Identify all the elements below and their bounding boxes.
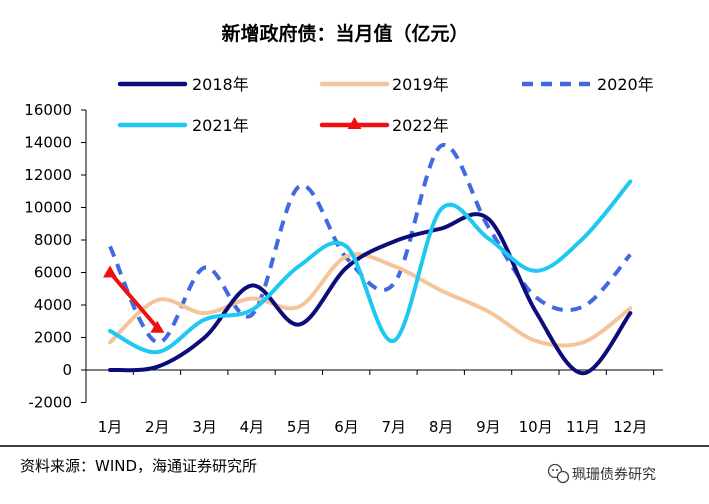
series-line-2018 [108, 212, 633, 376]
legend-label-2018: 2018年 [192, 75, 249, 94]
y-tick-label: 6000 [34, 264, 72, 282]
legend-label-2020: 2020年 [597, 75, 654, 94]
series-line-2021 [108, 179, 633, 355]
x-axis: 1月 2月 3月 4月 5月 6月 7月 8月 9月 10月 11月 12月 [85, 369, 663, 436]
y-tick-label: 8000 [34, 231, 72, 249]
legend: 2018年 2019年 2020年 2021年 2022年 [117, 75, 654, 135]
legend-label-2021: 2021年 [192, 116, 249, 135]
x-tick-label: 12月 [613, 418, 647, 436]
series-marker-2022 [103, 265, 117, 278]
x-tick-label: 1月 [98, 418, 123, 436]
x-tick-label: 3月 [192, 418, 217, 436]
x-tick-label: 6月 [334, 418, 359, 436]
x-tick-label: 11月 [566, 418, 600, 436]
x-tick-label: 10月 [519, 418, 553, 436]
y-axis: -2000 0 2000 4000 6000 8000 10000 12000 14000 160… [24, 101, 87, 412]
legend-label-2022: 2022年 [392, 116, 449, 135]
y-tick-label: 10000 [24, 199, 72, 217]
x-tick-label: 5月 [287, 418, 312, 436]
wechat-icon [547, 463, 570, 484]
x-tick-label: 7月 [382, 418, 407, 436]
y-tick-label: -2000 [28, 394, 72, 412]
series-marker-2022 [150, 320, 165, 333]
x-tick-label: 2月 [145, 418, 170, 436]
series-line-2022 [108, 270, 160, 330]
legend-label-2019: 2019年 [392, 75, 449, 94]
legend-marker-2022 [347, 117, 362, 129]
y-tick-label: 16000 [24, 101, 72, 119]
footer-watermark: 珮珊债券研究 [572, 467, 656, 483]
x-tick-label: 8月 [429, 418, 454, 436]
y-tick-label: 2000 [34, 329, 72, 347]
series-markers [103, 265, 165, 333]
series-line-2020 [108, 142, 632, 345]
y-tick-label: 14000 [24, 134, 72, 152]
chart-title: 新增政府债：当月值（亿元） [221, 22, 468, 45]
series-lines [108, 142, 633, 376]
x-tick-label: 4月 [240, 418, 265, 436]
y-tick-label: 0 [62, 361, 72, 379]
y-tick-label: 4000 [34, 296, 72, 314]
y-tick-label: 12000 [24, 166, 72, 184]
x-tick-label: 9月 [476, 418, 501, 436]
footer-source: 资料来源：WIND，海通证券研究所 [20, 457, 257, 475]
